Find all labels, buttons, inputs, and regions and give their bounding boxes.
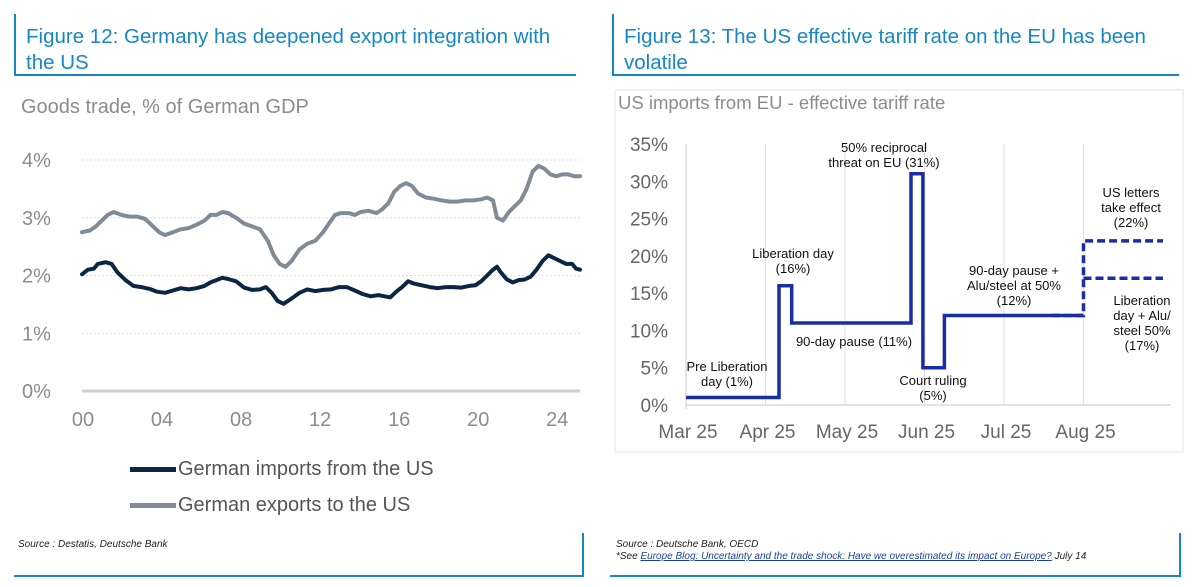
x-tick-label: May 25 [816,422,878,443]
annotation-line: Pre Liberation [687,359,768,374]
annotation-line: Alu/steel at 50% [967,278,1061,293]
y-tick-label: 0% [641,396,669,417]
annotation-line: threat on EU (31%) [828,155,939,170]
note-prefix: *See [616,551,641,562]
y-tick-label: 25% [630,210,668,231]
legend-label-imports: German imports from the US [178,458,434,480]
annotation-label: Liberation day (16%) [752,246,834,276]
series-line-imports [80,253,582,306]
annotation-label: US letters take effect (22%) [1101,185,1161,230]
annotation-line: Liberation [1113,293,1170,308]
figure-13-chart: Mar 25 Apr 25 May 25 Jun 25 Jul 25 Aug 25 0% 5%… [614,89,1184,453]
annotation-line: 50% reciprocal [841,140,927,155]
legend-item-imports: German imports from the US [130,458,434,481]
figure-13-title: Figure 13: The US effective tariff rate … [612,14,1179,76]
europe-blog-link[interactable]: Europe Blog: Uncertainty and the trade s… [640,551,1052,562]
y-tick-label: 1% [22,323,51,345]
x-tick-label: Jun 25 [898,422,955,443]
figure-12-panel: Figure 12: Germany has deepened export i… [0,0,590,587]
x-tick-label: Apr 25 [740,422,796,443]
figure-13-note: *See Europe Blog: Uncertainty and the tr… [616,551,1086,562]
series-line-exports [80,163,582,269]
annotation-line: (16%) [776,261,811,276]
y-tick-label: 0% [22,381,51,403]
legend-swatch-exports [130,503,176,508]
annotation-line: day + Alu/ [1113,308,1171,323]
x-tick-label: 16 [388,409,410,431]
annotation-line: 90-day pause + [969,263,1059,278]
legend-item-exports: German exports to the US [130,494,410,517]
figure-12-source: Source : Destatis, Deutsche Bank [18,539,168,550]
figure-12-subtitle: Goods trade, % of German GDP [21,96,309,118]
annotation-label: 90-day pause + Alu/steel at 50% (12%) [967,263,1061,308]
annotation-line: 90-day pause (11%) [796,334,912,349]
x-tick-label: 04 [151,409,173,431]
figure-12-frame [14,533,584,577]
x-tick-label: Mar 25 [658,422,717,443]
annotation-label: Court ruling (5%) [899,373,966,403]
annotation-line: (22%) [1114,215,1149,230]
annotation-line: (5%) [919,388,946,403]
annotation-line: (17%) [1125,338,1160,353]
y-tick-label: 10% [630,321,668,342]
y-tick-label: 3% [22,208,51,230]
figure-13-source: Source : Deutsche Bank, OECD [616,539,759,550]
note-suffix: July 14 [1051,551,1087,562]
annotation-label: 90-day pause (11%) [796,334,912,349]
annotation-label: 50% reciprocal threat on EU (31%) [828,140,939,170]
legend-label-exports: German exports to the US [178,494,411,516]
y-tick-label: 30% [630,172,668,193]
x-tick-label: 20 [467,409,489,431]
y-tick-label: 4% [22,150,51,172]
annotation-line: steel 50% [1113,323,1171,338]
x-tick-label: 08 [230,409,252,431]
x-tick-label: Jul 25 [981,422,1032,443]
annotation-label: Liberation day + Alu/steel 50% (17%) [1113,293,1171,353]
annotation-line: take effect [1101,200,1161,215]
y-tick-label: 2% [22,266,51,288]
y-tick-label: 35% [630,135,668,156]
x-tick-label: 00 [72,409,94,431]
annotation-line: Court ruling [899,373,966,388]
x-tick-label: Aug 25 [1055,422,1115,443]
x-tick-label: 24 [546,409,568,431]
annotation-line: US letters [1102,185,1160,200]
y-tick-label: 20% [630,247,668,268]
figure-12-chart: 0% 1% 2% 3% 4% 00 04 08 12 16 20 24 [22,150,582,431]
figure-13-subtitle: US imports from EU - effective tariff ra… [618,92,946,113]
figure-13-frame [610,533,1181,577]
annotation-line: day (1%) [701,374,753,389]
x-tick-label: 12 [309,409,331,431]
y-tick-label: 5% [641,359,669,380]
annotation-line: Liberation day [752,246,834,261]
annotation-label: Pre Liberation day (1%) [687,359,768,389]
tariff-series-solid-0 [686,172,1084,400]
annotation-line: (12%) [997,293,1032,308]
figure-13-panel: Figure 13: The US effective tariff rate … [600,0,1199,587]
tariff-series-dashed-1 [1051,239,1163,318]
chart-frame [614,89,1184,453]
y-tick-label: 15% [630,284,668,305]
figure-12-title: Figure 12: Germany has deepened export i… [14,14,576,76]
legend-swatch-imports [130,467,176,472]
